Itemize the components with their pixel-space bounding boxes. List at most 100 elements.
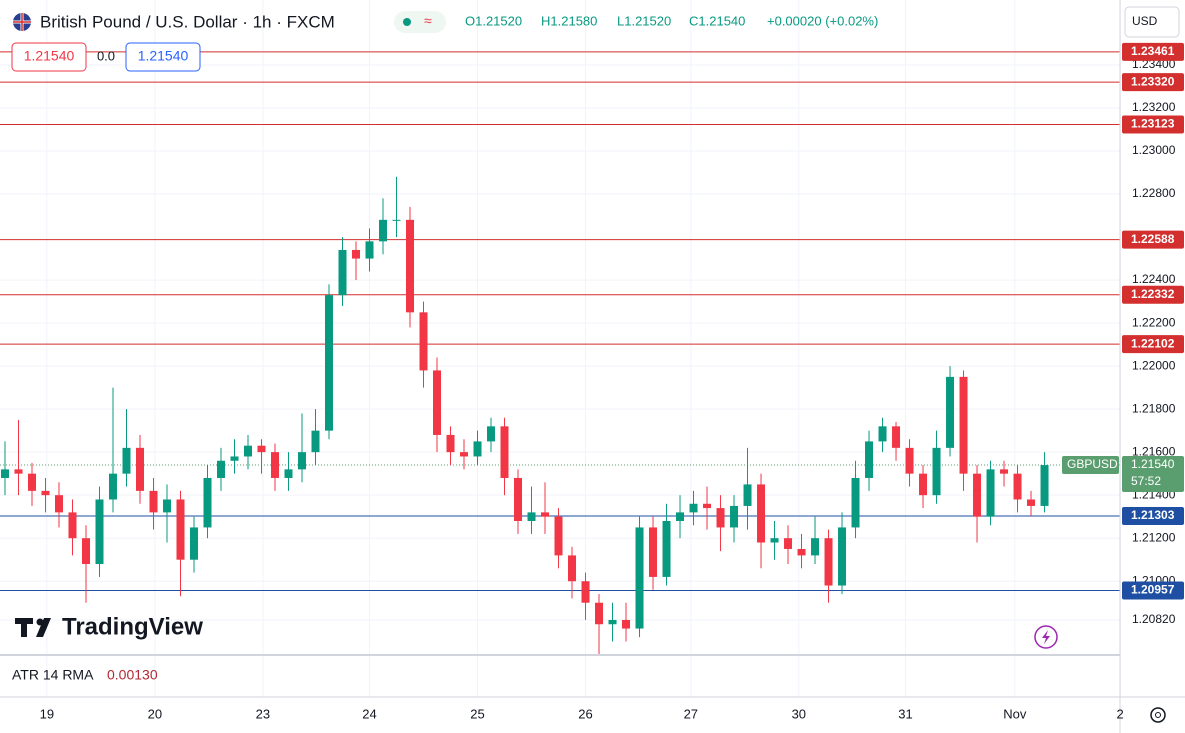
level-label: 1.22588 <box>1131 232 1175 246</box>
spread: 0.0 <box>97 48 115 63</box>
countdown: 57:52 <box>1131 474 1161 488</box>
y-tick-label: 1.21200 <box>1132 530 1176 544</box>
candle-body <box>14 469 23 474</box>
candle-body <box>649 527 658 577</box>
candle-body <box>662 520 671 577</box>
candle-body <box>622 619 631 629</box>
candle-body <box>68 512 77 539</box>
buy-button[interactable] <box>125 42 201 72</box>
candle-body <box>446 434 455 453</box>
last-price-bg <box>1122 456 1184 493</box>
candle-body <box>743 484 752 506</box>
candle-body <box>122 447 131 474</box>
candle-body <box>203 477 212 528</box>
candle-body <box>1000 469 1009 474</box>
candle-body <box>554 516 563 556</box>
x-tick-label: 2 <box>1117 706 1124 721</box>
level-label: 1.23123 <box>1131 117 1175 131</box>
symbol-title[interactable]: British Pound / U.S. Dollar · 1h · FXCM <box>40 12 335 31</box>
candle-body <box>41 490 50 496</box>
level-label-bg <box>1122 581 1184 600</box>
x-tick-label: 27 <box>684 706 698 721</box>
candle-body <box>986 469 995 517</box>
candle-body <box>946 376 955 448</box>
svg-text:≈: ≈ <box>424 13 432 29</box>
ohlc-high: H1.21580 <box>541 13 597 28</box>
level-label-bg <box>1122 335 1184 354</box>
candle-body <box>905 447 914 474</box>
candle-body <box>932 447 941 496</box>
level-label-bg <box>1122 42 1184 61</box>
candle-body <box>608 619 617 625</box>
candle-body <box>149 490 158 513</box>
x-tick-label: 26 <box>578 706 592 721</box>
candle-body <box>271 452 280 478</box>
symbol-flag <box>13 13 31 31</box>
level-label: 1.20957 <box>1131 583 1175 597</box>
level-label: 1.22332 <box>1131 287 1175 301</box>
candle-body <box>527 512 536 521</box>
candle-body <box>595 602 604 625</box>
y-tick-label: 1.22200 <box>1132 315 1176 329</box>
candle-body <box>892 426 901 448</box>
market-status: ≈ <box>394 11 446 33</box>
candle-body <box>1040 465 1049 506</box>
candle-body <box>325 295 334 431</box>
level-label: 1.22102 <box>1131 336 1175 350</box>
sell-button[interactable] <box>11 42 87 72</box>
candle-body <box>176 499 185 560</box>
x-tick-label: 20 <box>148 706 162 721</box>
level-label: 1.23461 <box>1131 44 1175 58</box>
candle-body <box>838 527 847 586</box>
currency-button[interactable] <box>1124 6 1180 38</box>
candle-body <box>392 219 401 221</box>
x-tick-label: 19 <box>40 706 54 721</box>
candle-body <box>338 249 347 296</box>
candle-body <box>217 460 226 478</box>
ohlc-low: L1.21520 <box>617 13 671 28</box>
candle-body <box>514 477 523 521</box>
watermark: TradingView <box>62 613 203 640</box>
candle-body <box>757 484 766 543</box>
candle-body <box>865 441 874 478</box>
x-tick-label: 23 <box>256 706 270 721</box>
candle-body <box>190 527 199 560</box>
candle-body <box>244 445 253 457</box>
y-tick-label: 1.20820 <box>1132 612 1176 626</box>
candle-body <box>784 538 793 549</box>
candle-body <box>541 512 550 517</box>
candle-body <box>1013 473 1022 500</box>
y-tick-label: 1.23000 <box>1132 143 1176 157</box>
level-label: 1.21303 <box>1131 508 1175 522</box>
level-label-bg <box>1122 230 1184 249</box>
symbol-label-bg <box>1062 456 1119 475</box>
candle-body <box>811 538 820 556</box>
alert-icon[interactable] <box>1034 625 1058 649</box>
y-tick-label: 1.22000 <box>1132 358 1176 372</box>
candle-body <box>298 452 307 470</box>
level-label-bg <box>1122 507 1184 526</box>
candle-body <box>0 469 9 478</box>
watermark-logo <box>15 618 51 637</box>
y-tick-label: 1.21800 <box>1132 401 1176 415</box>
indicator-name: ATR 14 RMA <box>12 667 94 683</box>
x-tick-label: 25 <box>470 706 484 721</box>
settings-icon[interactable] <box>1150 707 1166 723</box>
candle-body <box>473 441 482 457</box>
candle-body <box>163 499 172 513</box>
candle-body <box>27 473 36 491</box>
candle-body <box>433 370 442 435</box>
ohlc-change: +0.00020 (+0.02%) <box>767 13 878 28</box>
candle-body <box>568 555 577 582</box>
candle-body <box>500 426 509 478</box>
candle-body <box>365 241 374 259</box>
candle-body <box>824 538 833 586</box>
candle-body <box>257 445 266 453</box>
candle-body <box>284 469 293 478</box>
y-tick-label: 1.22800 <box>1132 186 1176 200</box>
candle-body <box>581 581 590 603</box>
y-tick-label: 1.21600 <box>1132 444 1176 458</box>
candle-body <box>406 219 415 313</box>
level-label: 1.23320 <box>1131 74 1175 88</box>
